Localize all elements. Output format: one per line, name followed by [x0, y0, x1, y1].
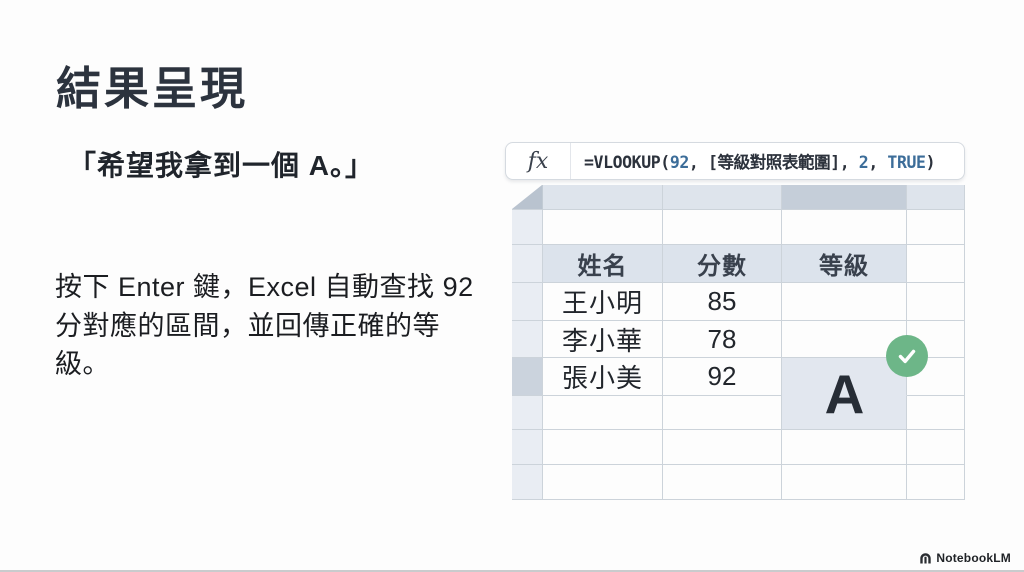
slide-title: 結果呈現	[56, 63, 249, 114]
empty-cell	[907, 210, 965, 245]
empty-cell	[782, 283, 907, 321]
formula-part: )	[925, 153, 936, 172]
spreadsheet-graphic: 姓名 分數 等級王小明 85 李小華 78 張小美 92 A	[512, 185, 965, 500]
empty-cell	[663, 210, 782, 245]
check-icon	[898, 349, 916, 364]
result-cell-bg	[782, 396, 907, 430]
empty-cell	[907, 245, 965, 283]
row-gutter	[512, 210, 543, 245]
formula-range-lookup: TRUE	[887, 153, 926, 172]
row-gutter	[512, 245, 543, 283]
result-cell-bg	[782, 358, 907, 396]
data-cell-name: 張小美	[543, 358, 663, 396]
sheet-grid: 姓名 分數 等級王小明 85 李小華 78 張小美 92	[512, 185, 965, 500]
header-cell: 等級	[782, 245, 907, 283]
data-cell-score: 85	[663, 283, 782, 321]
empty-cell	[663, 396, 782, 430]
header-cell: 姓名	[543, 245, 663, 283]
empty-cell	[907, 358, 965, 396]
column-strip	[543, 185, 663, 210]
data-cell-name: 王小明	[543, 283, 663, 321]
formula-lookup-value: 92	[669, 153, 689, 172]
slide-body-text: 按下 Enter 鍵，Excel 自動查找 92 分對應的區間，並回傳正確的等級…	[55, 272, 474, 379]
column-strip	[782, 185, 907, 210]
sheet-fold-corner	[512, 185, 543, 210]
empty-cell	[907, 321, 965, 358]
data-cell-score: 92	[663, 358, 782, 396]
check-badge	[886, 335, 928, 377]
data-cell-score: 78	[663, 321, 782, 358]
row-gutter	[512, 358, 543, 396]
empty-cell	[907, 465, 965, 500]
column-strip	[907, 185, 965, 210]
empty-cell	[543, 430, 663, 465]
row-gutter	[512, 321, 543, 358]
video-progress-rail	[0, 570, 1024, 572]
empty-cell	[907, 283, 965, 321]
formula-part: , [等級對照表範圍],	[688, 153, 859, 172]
data-cell-name: 李小華	[543, 321, 663, 358]
empty-cell	[543, 396, 663, 430]
slide-quote: 「希望我拿到一個 A。」	[68, 150, 375, 181]
row-gutter	[512, 396, 543, 430]
empty-cell	[663, 430, 782, 465]
empty-cell	[663, 465, 782, 500]
fx-icon: fx	[506, 143, 571, 179]
row-gutter	[512, 430, 543, 465]
empty-cell	[543, 465, 663, 500]
empty-cell	[782, 210, 907, 245]
column-strip	[663, 185, 782, 210]
formula-text: =VLOOKUP(92, [等級對照表範圍], 2, TRUE)	[571, 149, 935, 173]
empty-cell	[782, 430, 907, 465]
formula-bar: fx =VLOOKUP(92, [等級對照表範圍], 2, TRUE)	[505, 142, 965, 180]
formula-part: ,	[868, 153, 888, 172]
empty-cell	[907, 430, 965, 465]
result-grade-cell: A	[824, 363, 865, 425]
notebooklm-logo-icon	[920, 552, 932, 563]
empty-cell	[543, 210, 663, 245]
row-gutter	[512, 465, 543, 500]
empty-cell	[782, 465, 907, 500]
header-cell: 分數	[663, 245, 782, 283]
brand-label: NotebookLM	[936, 551, 1011, 565]
formula-part: =VLOOKUP(	[584, 153, 670, 172]
row-gutter	[512, 283, 543, 321]
empty-cell	[907, 396, 965, 430]
brand-footer: NotebookLM	[919, 551, 1011, 565]
formula-col-index: 2	[858, 153, 869, 172]
